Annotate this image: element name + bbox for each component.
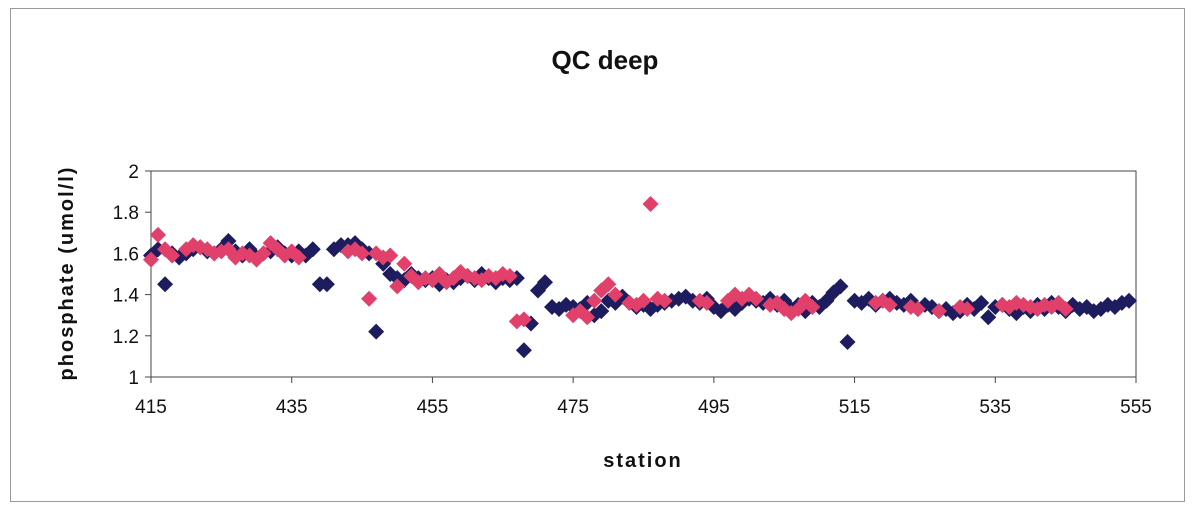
y-tick-label: 1 [128,368,139,389]
data-point-series-2 [389,278,406,295]
x-tick-label: 455 [417,397,449,418]
y-tick-label: 2 [128,162,139,183]
x-tick-label: 495 [698,397,730,418]
data-point-series-2 [586,292,603,309]
x-axis-title: station [603,450,683,472]
x-tick-label: 435 [276,397,308,418]
data-point-series-1 [1120,292,1137,309]
data-point-series-1 [304,241,321,258]
x-axis-ticks: 415 435 455 475 495 515 535 555 [135,377,1152,418]
data-point-series-2 [382,247,399,264]
x-tick-label: 515 [839,397,871,418]
data-point-series-1 [318,276,335,293]
data-point-series-1 [515,342,532,359]
data-point-series-2 [931,303,947,320]
data-point-series-1 [839,333,856,350]
data-point-series-2 [241,247,258,264]
y-tick-label: 1.6 [113,244,139,265]
data-point-series-2 [515,311,532,328]
data-point-series-2 [881,296,898,313]
data-point-series-2 [143,251,159,268]
data-point-series-2 [164,247,181,264]
data-point-series-2 [909,301,926,318]
data-point-series-2 [748,290,765,307]
chart-canvas: QC deep 1 1.2 1.4 1.6 1.8 2 415 435 455 475 495 51… [56,45,1152,472]
plot-area [150,170,1137,378]
y-tick-label: 1.4 [113,286,140,307]
data-point-series-2 [959,301,976,318]
data-point-series-1 [220,233,237,250]
y-axis-title: phosphate (umol/l) [56,166,78,381]
data-point-series-2 [579,309,596,326]
chart-frame: QC deep 1 1.2 1.4 1.6 1.8 2 415 435 455 475 495 51… [10,8,1185,502]
data-point-series-2 [656,292,673,309]
x-tick-label: 555 [1120,397,1152,418]
data-point-series-2 [290,249,307,266]
y-tick-label: 1.8 [113,203,139,224]
data-point-series-2 [804,298,821,315]
data-point-series-1 [832,278,849,295]
data-point-series-1 [537,274,553,291]
data-point-series-2 [361,290,378,307]
data-point-series-1 [368,323,385,340]
data-point-series-2 [607,286,624,303]
data-point-series-2 [1057,301,1074,318]
data-point-series-2 [396,255,413,272]
data-point-series-2 [698,294,715,311]
data-point-series-2 [255,245,272,262]
data-points [143,195,1137,359]
x-tick-label: 475 [557,397,589,418]
data-point-series-1 [593,303,610,320]
data-point-series-1 [157,276,174,293]
data-point-series-2 [150,226,167,243]
data-point-series-2 [635,292,652,309]
y-tick-label: 1.2 [113,327,139,348]
y-axis-ticks: 1 1.2 1.4 1.6 1.8 2 [113,162,151,389]
data-point-series-2 [642,195,659,212]
data-point-series-2 [501,268,518,285]
x-tick-label: 415 [135,397,167,418]
data-point-series-1 [980,309,997,326]
data-point-series-1 [973,294,990,311]
data-point-series-2 [600,276,617,293]
x-tick-label: 535 [979,397,1011,418]
data-point-series-2 [354,245,371,262]
chart-title: QC deep [552,45,659,75]
